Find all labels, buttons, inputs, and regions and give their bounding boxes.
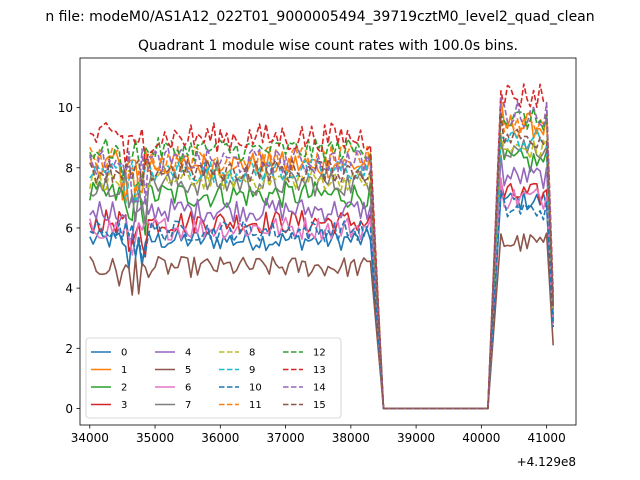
legend-label-11: 11 xyxy=(249,400,262,411)
y-tick-label: 0 xyxy=(65,402,73,416)
series-line-15 xyxy=(89,113,554,410)
y-tick-label: 10 xyxy=(58,101,73,115)
legend-label-8: 8 xyxy=(249,348,255,359)
y-tick-label: 2 xyxy=(65,342,73,356)
plot-area xyxy=(89,83,554,410)
y-axis: 0 2 4 6 8 10 xyxy=(58,101,80,416)
x-tick-label: 41000 xyxy=(528,431,566,445)
x-axis: 34000 35000 36000 37000 38000 39000 40000 41000 xyxy=(71,425,566,445)
series-line-8 xyxy=(89,132,554,410)
legend-label-13: 13 xyxy=(313,365,326,376)
legend-label-12: 12 xyxy=(313,348,326,359)
legend-label-3: 3 xyxy=(121,400,127,411)
series-line-13 xyxy=(89,83,554,410)
axes-frame xyxy=(79,57,577,426)
y-tick-label: 6 xyxy=(65,221,73,235)
legend-label-7: 7 xyxy=(185,400,191,411)
legend-label-0: 0 xyxy=(121,348,127,359)
x-tick-label: 39000 xyxy=(397,431,435,445)
x-tick-label: 40000 xyxy=(462,431,500,445)
y-tick-label: 8 xyxy=(65,161,73,175)
x-tick-label: 34000 xyxy=(71,431,109,445)
x-offset-label: +4.129e8 xyxy=(517,455,576,469)
x-tick-label: 35000 xyxy=(136,431,174,445)
legend-label-10: 10 xyxy=(249,383,262,394)
legend-label-4: 4 xyxy=(185,348,191,359)
series-line-14 xyxy=(89,97,554,410)
x-tick-label: 38000 xyxy=(332,431,370,445)
legend-label-1: 1 xyxy=(121,365,127,376)
series-line-12 xyxy=(89,107,554,410)
y-tick-label: 4 xyxy=(65,282,73,296)
legend-label-14: 14 xyxy=(313,383,326,394)
x-tick-label: 36000 xyxy=(201,431,239,445)
legend-box xyxy=(85,337,342,419)
legend-label-9: 9 xyxy=(249,365,255,376)
chart-title: Quadrant 1 module wise count rates with … xyxy=(138,38,518,54)
figure-suptitle: n file: modeM0/AS1A12_022T01_9000005494_… xyxy=(45,9,594,25)
series-line-5 xyxy=(89,232,554,410)
legend-label-2: 2 xyxy=(121,383,127,394)
legend-label-6: 6 xyxy=(185,383,191,394)
legend-label-5: 5 xyxy=(185,365,191,376)
series-line-10 xyxy=(89,189,554,410)
x-tick-label: 37000 xyxy=(266,431,304,445)
legend-label-15: 15 xyxy=(313,400,326,411)
